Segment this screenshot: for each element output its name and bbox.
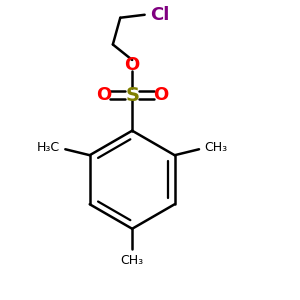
Text: CH₃: CH₃: [204, 141, 227, 154]
Text: H₃C: H₃C: [37, 141, 60, 154]
Text: O: O: [124, 56, 140, 74]
Text: O: O: [153, 86, 168, 104]
Text: Cl: Cl: [150, 6, 170, 24]
Text: O: O: [96, 86, 112, 104]
Text: S: S: [125, 85, 139, 104]
Text: CH₃: CH₃: [121, 254, 144, 267]
